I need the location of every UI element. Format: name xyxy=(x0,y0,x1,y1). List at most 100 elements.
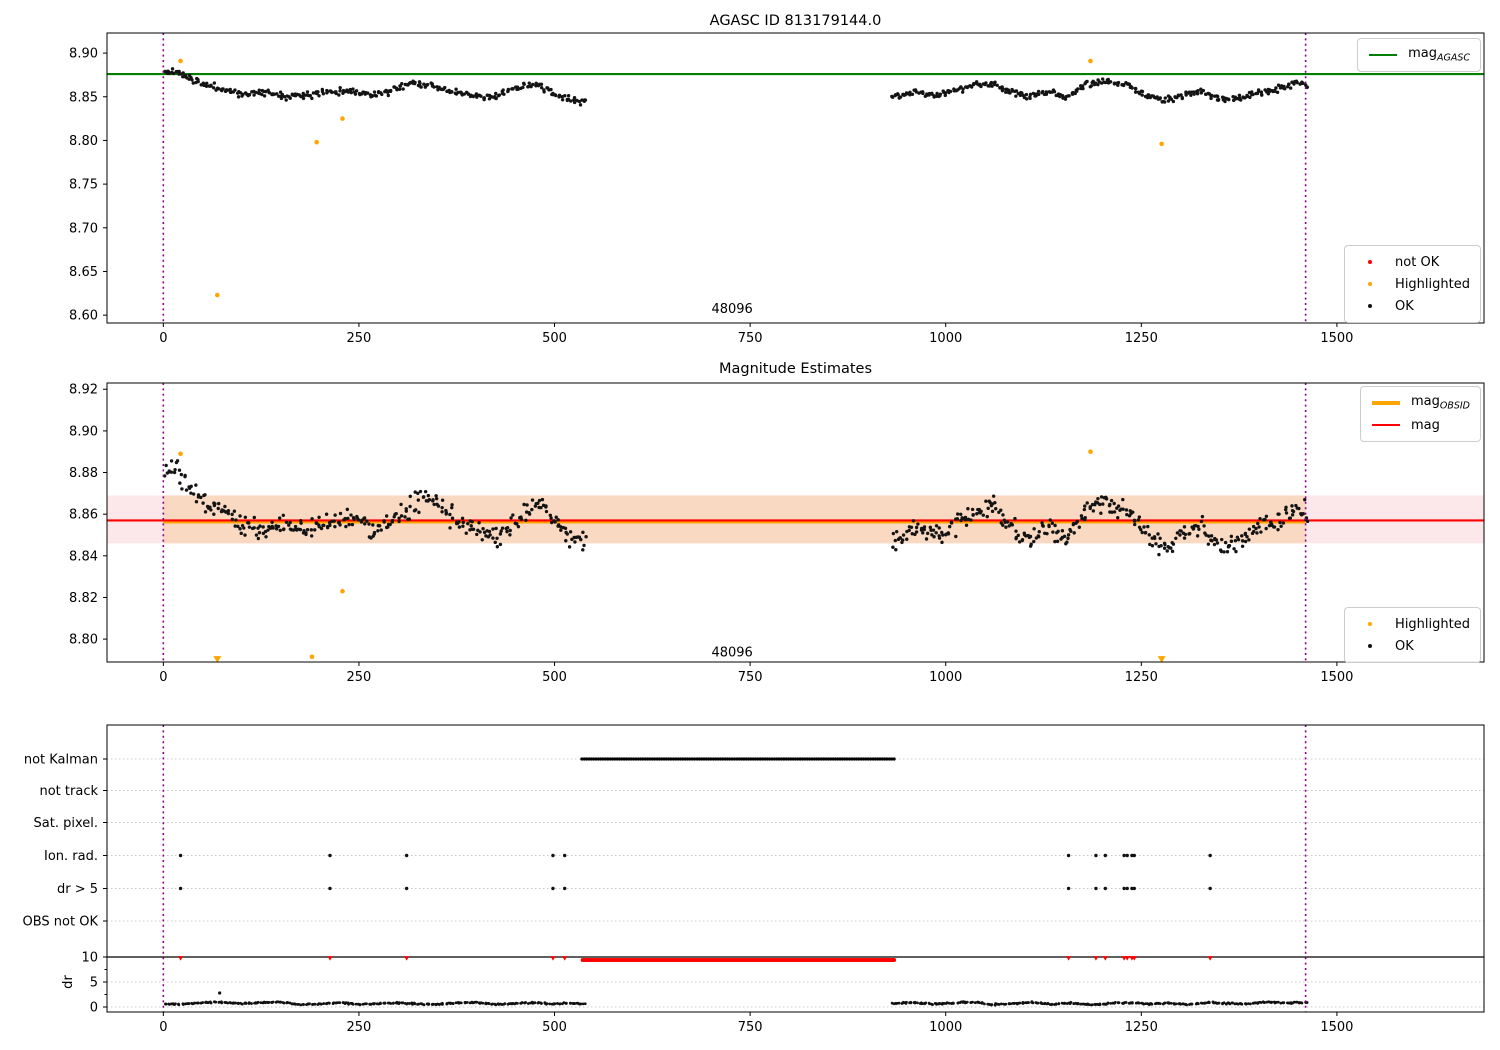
dr-red-triangle xyxy=(404,956,410,961)
x-tick-label: 1500 xyxy=(1320,331,1353,346)
x-tick-label: 0 xyxy=(159,1020,167,1035)
dr-red-triangle xyxy=(550,956,556,961)
highlighted-points xyxy=(178,58,1164,298)
dr-red-triangle xyxy=(1093,956,1099,961)
legend-label: Highlighted xyxy=(1395,276,1470,292)
axes-frame xyxy=(106,382,1485,663)
dr-tick-label: 10 xyxy=(81,951,98,966)
legend-label: mag xyxy=(1410,417,1440,433)
ion-rad-points xyxy=(178,853,1212,858)
y-tick-label: 8.90 xyxy=(69,47,98,62)
y-tick-label: 8.85 xyxy=(69,90,98,105)
plot2-group: 48096 0 250 500 750 1000 1250 1500 8.80 8.82 8.84 8… xyxy=(69,382,1485,685)
dr-points-cluster-1 xyxy=(890,1000,1309,1007)
plot2-legend-lines: magOBSID mag xyxy=(1359,386,1481,442)
x-tick-label: 500 xyxy=(542,1020,567,1035)
y-tick-label: 8.80 xyxy=(69,633,98,648)
plot1-legend-lines: magAGASC xyxy=(1357,38,1481,72)
x-tick-label: 1000 xyxy=(929,1020,962,1035)
x-tick-label: 750 xyxy=(738,1020,763,1035)
dr-red-triangle xyxy=(562,956,568,961)
legend-sample-shape xyxy=(1371,424,1400,426)
legend-label: Highlighted xyxy=(1395,616,1470,632)
x-tick-label: 1000 xyxy=(929,331,962,346)
legend-entry: not OK xyxy=(1353,251,1470,273)
x-tick-label: 0 xyxy=(159,670,167,685)
legend-sample-shape xyxy=(1368,304,1373,308)
dr-tick-label: 0 xyxy=(90,1001,98,1016)
y-tick-label: 8.90 xyxy=(69,424,98,439)
dr-red-triangle xyxy=(1124,956,1130,961)
legend-entry: Highlighted xyxy=(1353,273,1470,295)
legend-line-sample xyxy=(1369,424,1403,426)
category-label: Ion. rad. xyxy=(44,849,98,864)
plot1-group: 48096 0 250 500 750 1000 1250 1500 8.60 8.65 8.70 8… xyxy=(69,32,1485,346)
legend-line-sample xyxy=(1369,401,1403,405)
legend-label: magOBSID xyxy=(1410,394,1470,412)
legend-entry: Highlighted xyxy=(1353,613,1470,635)
y-tick-label: 8.82 xyxy=(69,591,98,606)
x-tick-label: 500 xyxy=(542,670,567,685)
x-tick-label: 250 xyxy=(347,331,372,346)
dr-red-run-points xyxy=(580,958,897,962)
dr-red-triangle xyxy=(177,956,184,961)
ok-points-cluster-0 xyxy=(163,67,588,107)
legend-sample-shape xyxy=(1371,401,1400,405)
obsid-annotation: 48096 xyxy=(711,302,752,317)
dr-tick-label: 5 xyxy=(90,976,98,991)
ok-points-cluster-1 xyxy=(890,77,1310,104)
legend-dot-sample xyxy=(1353,622,1387,626)
y-tick-label: 8.75 xyxy=(69,178,98,193)
legend-sample-shape xyxy=(1368,260,1373,264)
y-tick-label: 8.60 xyxy=(69,309,98,324)
obsid-annotation: 48096 xyxy=(711,646,752,661)
category-label: Sat. pixel. xyxy=(34,816,98,831)
dr-red-triangle xyxy=(1207,956,1213,961)
plot1-data-area xyxy=(107,58,1484,298)
highlighted-points xyxy=(178,449,1166,662)
dr-gt5-points xyxy=(178,886,1212,891)
dr-red-triangle xyxy=(1131,956,1137,961)
legend-entry: magAGASC xyxy=(1366,44,1470,66)
y-tick-label: 8.65 xyxy=(69,265,98,280)
x-tick-label: 1500 xyxy=(1320,1020,1353,1035)
plot2-title: Magnitude Estimates xyxy=(718,361,873,377)
dr-red-triangle xyxy=(1102,956,1108,961)
highlighted-triangle xyxy=(1157,656,1166,662)
legend-sample-shape xyxy=(1369,54,1398,56)
plot3-group: 0 250 500 750 1000 1250 1500 not Kalman not trac… xyxy=(23,724,1485,1035)
dr-axis-label: dr xyxy=(61,975,76,989)
ok-points-cluster-1 xyxy=(891,494,1310,557)
x-tick-label: 250 xyxy=(347,670,372,685)
legend-dot-sample xyxy=(1353,260,1387,264)
x-tick-label: 1000 xyxy=(929,670,962,685)
plot2-legend-markers: Highlighted OK xyxy=(1344,607,1481,663)
legend-sample-shape xyxy=(1368,282,1373,286)
plot3-data-area xyxy=(107,757,1484,1008)
category-label: not Kalman xyxy=(24,753,98,768)
axes-frame xyxy=(106,724,1485,1013)
x-tick-label: 0 xyxy=(159,331,167,346)
legend-entry: OK xyxy=(1353,295,1470,317)
axes-frame xyxy=(106,32,1485,324)
legend-label-subscript: AGASC xyxy=(1436,52,1470,64)
y-tick-label: 8.70 xyxy=(69,221,98,236)
legend-label: OK xyxy=(1395,638,1414,654)
dr-stray-point xyxy=(218,991,222,995)
legend-dot-sample xyxy=(1353,282,1387,286)
legend-label-subscript: OBSID xyxy=(1439,400,1470,412)
y-tick-label: 8.92 xyxy=(69,383,98,398)
legend-dot-sample xyxy=(1353,304,1387,308)
legend-label: OK xyxy=(1395,298,1414,314)
dr-points-cluster-0 xyxy=(164,1000,587,1007)
x-tick-label: 1250 xyxy=(1125,1020,1158,1035)
y-tick-label: 8.80 xyxy=(69,134,98,149)
x-tick-label: 500 xyxy=(542,331,567,346)
legend-entry: magOBSID xyxy=(1369,392,1470,414)
legend-label: magAGASC xyxy=(1408,46,1470,64)
legend-line-sample xyxy=(1366,54,1400,56)
x-tick-label: 1500 xyxy=(1320,670,1353,685)
y-tick-label: 8.88 xyxy=(69,466,98,481)
